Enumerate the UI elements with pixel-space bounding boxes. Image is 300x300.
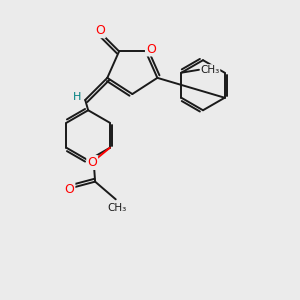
Text: CH₃: CH₃ [108,203,127,213]
Text: H: H [73,92,81,102]
Text: O: O [146,43,156,56]
Text: CH₃: CH₃ [200,65,220,75]
Text: O: O [64,183,74,196]
Text: O: O [87,156,97,169]
Text: O: O [95,24,105,37]
